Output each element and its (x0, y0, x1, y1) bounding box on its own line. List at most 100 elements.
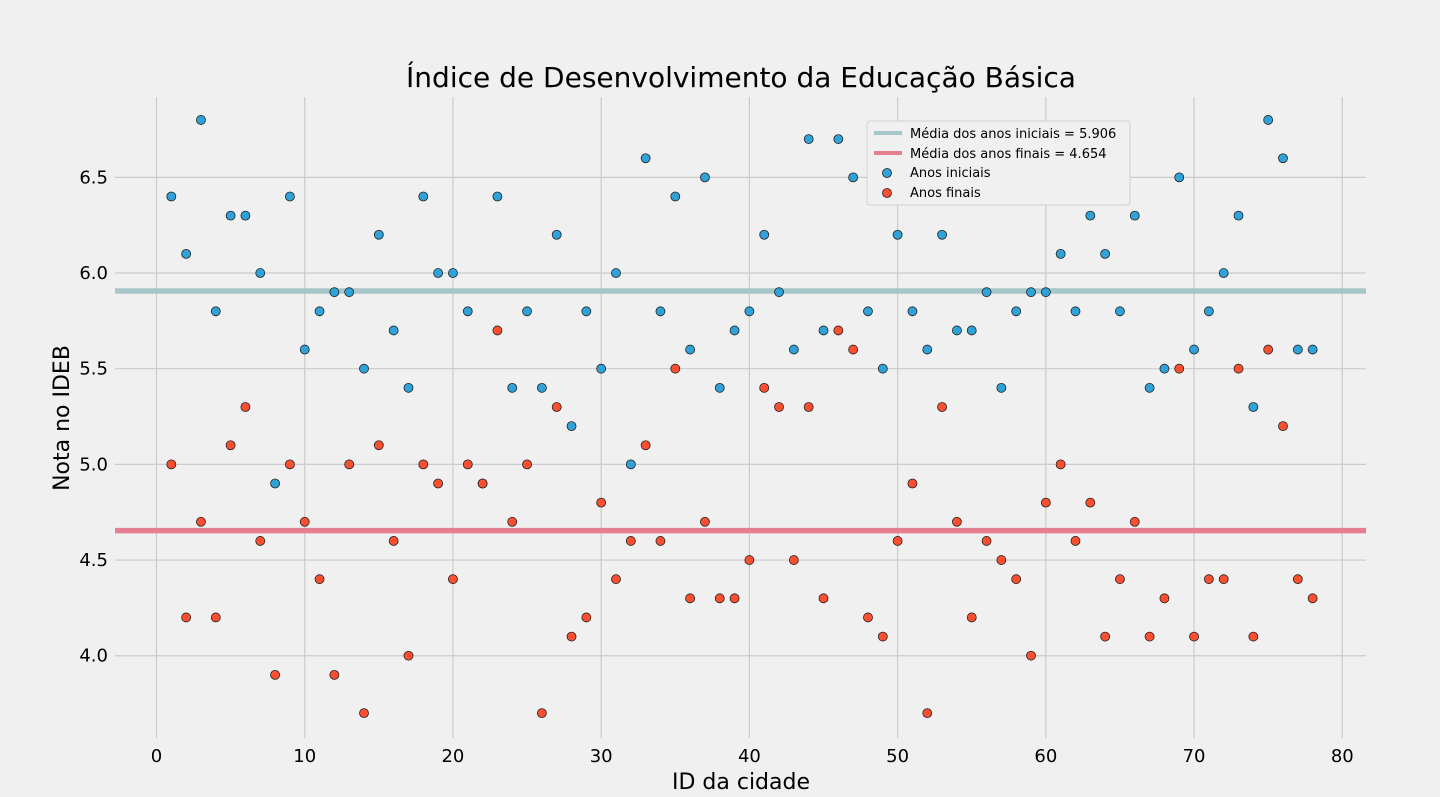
y-axis-label: Nota no IDEB (50, 345, 75, 491)
point-anos-finais (907, 478, 918, 489)
point-anos-finais (1159, 593, 1170, 604)
point-anos-finais (1307, 593, 1318, 604)
point-anos-finais (1055, 459, 1066, 470)
point-anos-iniciais (492, 191, 503, 202)
point-anos-iniciais (981, 287, 992, 298)
x-tick-label: 30 (590, 746, 613, 767)
point-anos-iniciais (388, 325, 399, 336)
point-anos-iniciais (744, 306, 755, 317)
x-tick-label: 60 (1034, 746, 1057, 767)
point-anos-iniciais (403, 382, 414, 393)
point-anos-finais (566, 631, 577, 642)
point-anos-finais (1070, 536, 1081, 546)
point-anos-finais (255, 536, 266, 546)
point-anos-iniciais (685, 344, 696, 355)
point-anos-iniciais (1085, 210, 1096, 221)
x-tick-label: 70 (1183, 746, 1206, 767)
point-anos-finais (1189, 631, 1199, 642)
point-anos-finais (788, 555, 799, 565)
x-tick-label: 0 (151, 746, 162, 767)
point-anos-iniciais (566, 421, 577, 432)
x-tick-label: 10 (293, 746, 316, 767)
point-anos-iniciais (803, 134, 814, 144)
legend-finais-marker (882, 188, 892, 198)
point-anos-finais (833, 325, 844, 336)
point-anos-finais (388, 536, 399, 546)
point-anos-iniciais (1055, 249, 1066, 259)
point-anos-finais (1278, 421, 1288, 432)
point-anos-finais (344, 459, 355, 470)
point-anos-iniciais (166, 191, 177, 202)
point-anos-iniciais (1115, 306, 1125, 317)
y-tick-label: 4.0 (79, 646, 108, 667)
y-tick-labels: 4.0 4.5 5.0 5.5 6.0 6.5 (79, 167, 108, 666)
point-anos-iniciais (1129, 210, 1140, 221)
x-tick-labels: 0 10 20 30 40 50 60 70 80 (151, 746, 1354, 767)
point-anos-finais (981, 536, 992, 546)
point-anos-finais (714, 593, 725, 604)
point-anos-finais (952, 516, 962, 527)
point-anos-finais (625, 536, 636, 546)
point-anos-finais (314, 574, 325, 585)
point-anos-iniciais (181, 249, 192, 259)
point-anos-iniciais (448, 268, 458, 278)
legend-iniciais-marker (882, 168, 892, 178)
point-anos-iniciais (1203, 306, 1214, 317)
point-anos-iniciais (670, 191, 681, 202)
point-anos-finais (818, 593, 829, 604)
point-anos-iniciais (1263, 115, 1274, 125)
point-anos-finais (700, 516, 710, 527)
point-anos-iniciais (625, 459, 636, 470)
legend: Média dos anos iniciais = 5.906 Média do… (866, 120, 1131, 206)
point-anos-finais (848, 344, 859, 355)
point-anos-iniciais (1144, 382, 1155, 393)
point-anos-iniciais (1218, 268, 1229, 278)
point-anos-iniciais (996, 382, 1007, 393)
legend-mean-finais-label: Média dos anos finais = 4.654 (910, 147, 1107, 162)
legend-finais-label: Anos finais (910, 186, 981, 201)
point-anos-iniciais (1100, 249, 1111, 259)
point-anos-finais (1144, 631, 1155, 642)
point-anos-iniciais (329, 287, 340, 298)
point-anos-iniciais (1189, 344, 1199, 355)
y-tick-label: 5.5 (79, 359, 108, 380)
legend-iniciais-label: Anos iniciais (910, 166, 991, 181)
point-anos-iniciais (462, 306, 473, 317)
point-anos-iniciais (714, 382, 725, 393)
point-anos-iniciais (952, 325, 962, 336)
point-anos-finais (1040, 497, 1051, 508)
point-anos-finais (863, 612, 873, 623)
point-anos-iniciais (1233, 210, 1244, 221)
point-anos-finais (477, 478, 488, 489)
point-anos-iniciais (863, 306, 873, 317)
point-anos-finais (1218, 574, 1229, 585)
point-anos-finais (448, 574, 458, 585)
point-anos-finais (551, 402, 562, 412)
point-anos-iniciais (729, 325, 740, 336)
point-anos-iniciais (833, 134, 844, 144)
x-tick-label: 80 (1331, 746, 1354, 767)
point-anos-finais (418, 459, 429, 470)
point-anos-finais (403, 650, 414, 661)
point-anos-finais (373, 440, 384, 451)
point-anos-finais (240, 402, 251, 412)
point-anos-iniciais (507, 382, 518, 393)
y-tick-label: 6.0 (79, 263, 108, 284)
point-anos-iniciais (1174, 172, 1185, 183)
point-anos-iniciais (581, 306, 592, 317)
mean-lines (115, 288, 1366, 534)
point-anos-iniciais (373, 229, 384, 240)
point-anos-iniciais (922, 344, 933, 355)
point-anos-iniciais (774, 287, 784, 298)
point-anos-finais (270, 669, 280, 680)
point-anos-iniciais (433, 268, 444, 278)
point-anos-finais (492, 325, 503, 336)
data-points (166, 115, 1318, 719)
point-anos-iniciais (937, 229, 947, 240)
point-anos-finais (181, 612, 192, 623)
point-anos-finais (759, 382, 770, 393)
point-anos-finais (877, 631, 888, 642)
point-anos-finais (1203, 574, 1214, 585)
y-tick-label: 4.5 (79, 550, 108, 571)
